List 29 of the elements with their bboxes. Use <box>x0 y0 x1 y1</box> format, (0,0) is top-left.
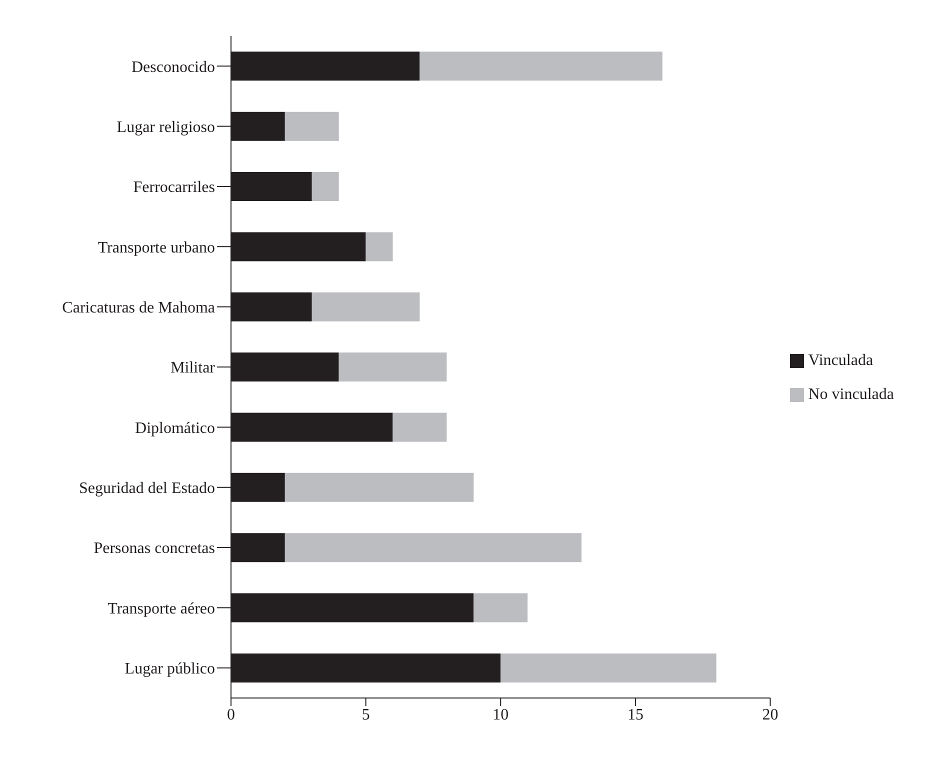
legend-label: Vinculada <box>808 352 874 369</box>
x-tick-label: 5 <box>362 706 370 724</box>
x-tick-label: 15 <box>627 706 644 724</box>
y-tick-label: Militar <box>170 360 216 377</box>
y-tick-label: Ferrocarriles <box>133 179 215 196</box>
y-tick-label: Lugar religioso <box>116 118 215 136</box>
bar <box>474 593 528 622</box>
y-tick-label: Desconocido <box>131 58 215 76</box>
bar <box>392 412 447 442</box>
y-tick-label: Transporte aéreo <box>108 600 215 618</box>
bar <box>420 52 662 81</box>
bar <box>284 112 339 141</box>
x-tick-label: 20 <box>762 706 778 724</box>
y-tick-label: Lugar público <box>124 660 215 678</box>
bar <box>312 292 420 322</box>
bar <box>284 533 582 562</box>
y-tick-label: Diplomático <box>135 420 215 437</box>
y-tick-label: Caricaturas de Mahoma <box>62 300 215 316</box>
bar <box>284 472 474 502</box>
bar <box>338 352 447 382</box>
legend-label: No vinculada <box>808 386 894 403</box>
bar <box>366 232 393 262</box>
bar <box>312 172 339 202</box>
bar <box>500 653 716 682</box>
y-tick-label: Transporte urbano <box>98 239 215 256</box>
y-tick-label: Personas concretas <box>94 540 215 558</box>
x-tick-label: 0 <box>227 706 235 724</box>
x-tick-label: 10 <box>492 706 509 724</box>
y-tick-label: Seguridad del Estado <box>79 480 215 498</box>
